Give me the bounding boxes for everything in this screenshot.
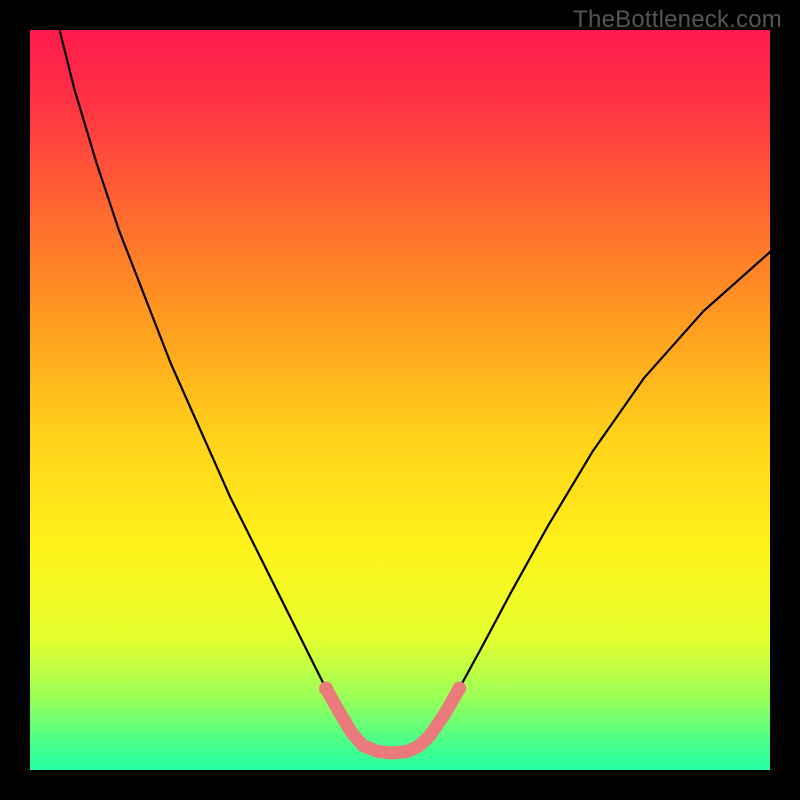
- watermark-text: TheBottleneck.com: [573, 6, 782, 34]
- highlight-endcaps: [319, 682, 466, 696]
- highlight-endcap: [319, 682, 333, 696]
- highlight-endcap: [452, 682, 466, 696]
- bottleneck-curve: [60, 30, 770, 753]
- plot-area: [30, 30, 770, 770]
- highlight-segment: [326, 689, 459, 753]
- curve-layer: [30, 30, 770, 770]
- chart-stage: TheBottleneck.com: [0, 0, 800, 800]
